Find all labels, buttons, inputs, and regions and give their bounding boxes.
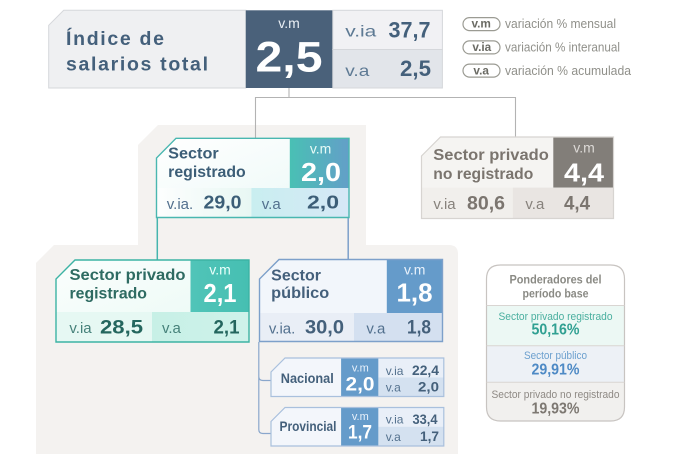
svg-text:v.m: v.m <box>352 362 369 374</box>
svg-text:33,4: 33,4 <box>413 412 438 427</box>
svg-text:v.ia: v.ia <box>472 40 491 54</box>
svg-text:v.m: v.m <box>352 411 369 423</box>
svg-text:v.a: v.a <box>473 64 489 78</box>
svg-text:4,4: 4,4 <box>564 194 590 215</box>
svg-text:1,7: 1,7 <box>420 429 439 444</box>
svg-text:2,0: 2,0 <box>346 374 375 396</box>
svg-text:1,8: 1,8 <box>407 316 431 338</box>
svg-text:v.m: v.m <box>404 262 426 278</box>
svg-text:Sector: Sector <box>271 267 321 284</box>
svg-text:Sector: Sector <box>168 146 219 163</box>
svg-text:4,4: 4,4 <box>564 158 605 188</box>
svg-text:30,0: 30,0 <box>305 316 344 338</box>
svg-text:Sector público: Sector público <box>524 350 587 362</box>
svg-text:v.m: v.m <box>471 17 490 31</box>
svg-text:no registrado: no registrado <box>433 166 533 183</box>
svg-text:v.ia: v.ia <box>345 24 376 41</box>
svg-text:Nacional: Nacional <box>281 370 334 386</box>
svg-text:2,5: 2,5 <box>400 56 431 81</box>
svg-text:salarios total: salarios total <box>66 54 208 76</box>
svg-text:1,7: 1,7 <box>348 422 372 444</box>
svg-text:28,5: 28,5 <box>100 316 143 338</box>
svg-text:v.a: v.a <box>525 196 545 213</box>
svg-text:2,1: 2,1 <box>204 278 237 308</box>
svg-text:v.a: v.a <box>366 320 386 337</box>
svg-text:v.m: v.m <box>209 262 231 278</box>
svg-text:80,6: 80,6 <box>467 194 505 215</box>
svg-text:registrado: registrado <box>168 164 246 181</box>
svg-text:2,0: 2,0 <box>301 157 341 187</box>
svg-text:Provincial: Provincial <box>280 418 337 434</box>
svg-text:Índice de: Índice de <box>66 27 164 50</box>
svg-text:público: público <box>271 285 329 302</box>
svg-text:v.a: v.a <box>262 196 282 213</box>
svg-text:29,0: 29,0 <box>204 192 242 213</box>
svg-text:37,7: 37,7 <box>389 17 431 42</box>
svg-text:2,0: 2,0 <box>418 379 439 394</box>
svg-text:Sector privado: Sector privado <box>70 267 186 284</box>
svg-text:v.m: v.m <box>278 15 300 31</box>
svg-text:v.m: v.m <box>573 140 595 156</box>
svg-text:Ponderadores del: Ponderadores del <box>510 275 602 287</box>
svg-text:v.a: v.a <box>162 320 182 337</box>
svg-text:v.ia.: v.ia. <box>167 196 193 213</box>
svg-text:v.ia: v.ia <box>433 196 456 213</box>
svg-text:v.ia: v.ia <box>69 320 92 337</box>
svg-text:19,93%: 19,93% <box>532 401 580 418</box>
svg-text:Sector privado no registrado: Sector privado no registrado <box>492 389 620 401</box>
svg-text:Sector privado registrado: Sector privado registrado <box>499 311 613 323</box>
svg-text:Sector privado: Sector privado <box>433 147 549 164</box>
svg-text:50,16%: 50,16% <box>532 322 580 339</box>
svg-text:v.a: v.a <box>386 380 401 394</box>
svg-text:1,8: 1,8 <box>397 278 433 308</box>
svg-text:22,4: 22,4 <box>412 363 439 378</box>
svg-text:v.a: v.a <box>345 63 369 80</box>
svg-text:v.ia.: v.ia. <box>269 320 295 337</box>
svg-text:v.m: v.m <box>310 141 332 157</box>
svg-text:2,5: 2,5 <box>256 34 323 82</box>
svg-text:29,91%: 29,91% <box>532 361 580 378</box>
svg-text:variación % acumulada: variación % acumulada <box>505 63 632 78</box>
svg-text:variación % interanual: variación % interanual <box>505 39 620 54</box>
svg-text:variación % mensual: variación % mensual <box>505 16 616 31</box>
svg-text:v.ia: v.ia <box>386 413 404 427</box>
svg-text:v.ia: v.ia <box>386 364 404 378</box>
svg-text:período base: período base <box>523 289 589 301</box>
svg-text:2,0: 2,0 <box>307 192 339 213</box>
svg-text:2,1: 2,1 <box>214 316 240 338</box>
svg-text:registrado: registrado <box>70 285 148 302</box>
svg-text:v.a: v.a <box>386 430 401 444</box>
